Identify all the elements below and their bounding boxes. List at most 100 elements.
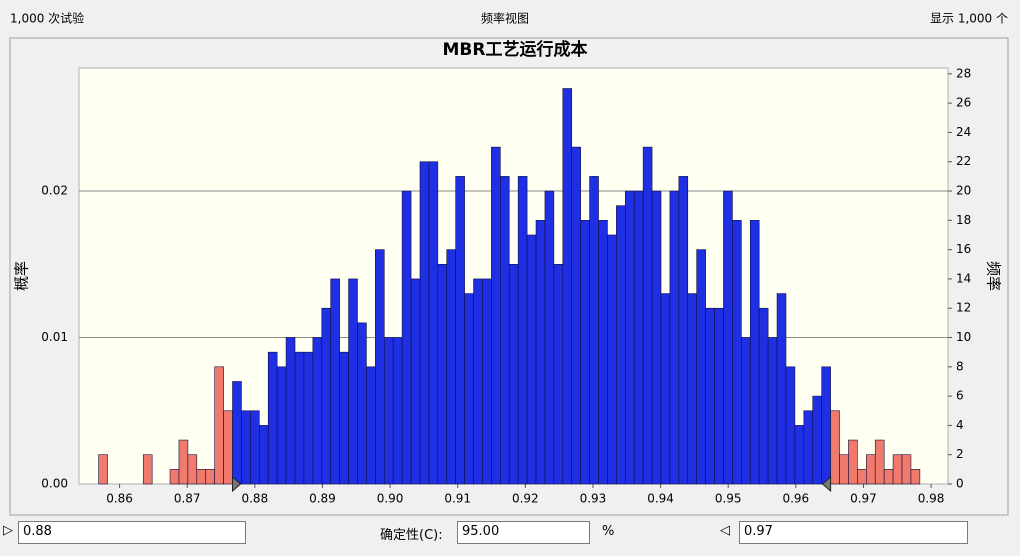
bar bbox=[196, 469, 207, 485]
bar bbox=[607, 234, 617, 485]
bar bbox=[232, 381, 242, 485]
upper-arrow: ◁ bbox=[720, 523, 730, 538]
certainty-unit: % bbox=[602, 524, 615, 539]
bar bbox=[910, 469, 921, 485]
y2-tick-label: 2 bbox=[956, 447, 964, 461]
bar bbox=[651, 190, 662, 485]
bar bbox=[321, 307, 332, 485]
y2-tick-label: 6 bbox=[956, 389, 964, 403]
upper-input[interactable]: 0.97 bbox=[739, 521, 968, 544]
bar bbox=[312, 337, 323, 485]
bar bbox=[446, 249, 456, 485]
y2-tick-label: 10 bbox=[956, 330, 971, 344]
view-name: 频率视图 bbox=[481, 11, 529, 26]
x-tick-label: 0.94 bbox=[647, 492, 674, 506]
x-tick-label: 0.86 bbox=[106, 492, 133, 506]
x-tick-label: 0.97 bbox=[850, 492, 877, 506]
y2-tick-label: 12 bbox=[956, 301, 971, 315]
bar bbox=[580, 220, 590, 485]
bar bbox=[437, 263, 448, 485]
bar bbox=[901, 454, 912, 485]
bar bbox=[794, 425, 805, 485]
x-tick-label: 0.90 bbox=[377, 492, 404, 506]
bar bbox=[508, 263, 519, 485]
y-axis-title: 概率 bbox=[13, 261, 31, 291]
bar bbox=[857, 469, 867, 485]
bar bbox=[241, 410, 251, 485]
bar bbox=[714, 307, 724, 485]
y2-tick-label: 22 bbox=[956, 154, 971, 168]
bar bbox=[294, 351, 305, 485]
x-tick-label: 0.91 bbox=[444, 492, 471, 506]
bar bbox=[205, 469, 215, 485]
bar bbox=[267, 351, 278, 485]
bar bbox=[303, 351, 314, 485]
bar bbox=[375, 249, 385, 485]
bar bbox=[428, 161, 439, 485]
bar bbox=[830, 410, 840, 485]
bar bbox=[848, 439, 858, 485]
certainty-input[interactable]: 95.00 bbox=[457, 521, 590, 544]
chart-title: MBR工艺运行成本 bbox=[443, 39, 588, 60]
y2-tick-label: 26 bbox=[956, 96, 971, 110]
y-tick-label: 0.00 bbox=[41, 477, 68, 491]
bar bbox=[383, 337, 394, 485]
bar bbox=[874, 439, 885, 485]
bar bbox=[517, 176, 528, 485]
bar bbox=[892, 454, 903, 485]
y2-tick-label: 8 bbox=[956, 359, 964, 373]
x-tick-label: 0.96 bbox=[782, 492, 809, 506]
x-tick-label: 0.87 bbox=[174, 492, 201, 506]
lower-arrow: ▷ bbox=[3, 523, 13, 538]
x-tick-label: 0.89 bbox=[309, 492, 336, 506]
bar bbox=[624, 190, 635, 485]
bar bbox=[410, 278, 421, 485]
bar bbox=[642, 146, 653, 485]
y-tick-label: 0.02 bbox=[41, 184, 68, 198]
bar bbox=[491, 146, 501, 485]
bar bbox=[687, 293, 698, 485]
bar bbox=[553, 263, 564, 485]
bar bbox=[883, 469, 894, 485]
y2-tick-label: 18 bbox=[956, 213, 971, 227]
bar bbox=[169, 469, 180, 485]
bar bbox=[401, 190, 412, 485]
y2-tick-label: 0 bbox=[956, 477, 964, 491]
bar bbox=[696, 249, 706, 485]
bar bbox=[455, 176, 465, 485]
bar bbox=[705, 307, 715, 485]
bar bbox=[392, 337, 403, 485]
y2-tick-label: 28 bbox=[956, 66, 971, 80]
bar bbox=[776, 293, 787, 485]
lower-input[interactable]: 0.88 bbox=[18, 521, 246, 544]
bar bbox=[142, 454, 153, 485]
bar bbox=[598, 220, 608, 485]
bar bbox=[866, 454, 876, 485]
y2-tick-label: 24 bbox=[956, 125, 971, 139]
x-tick-label: 0.92 bbox=[512, 492, 539, 506]
bar bbox=[633, 190, 644, 485]
bar bbox=[544, 190, 555, 485]
y2-tick-label: 4 bbox=[956, 418, 964, 432]
bar bbox=[258, 425, 269, 485]
bar bbox=[464, 293, 474, 485]
bar bbox=[589, 176, 599, 485]
bar bbox=[767, 337, 778, 485]
bar bbox=[732, 220, 742, 485]
certainty-label: 确定性(C): bbox=[380, 528, 443, 543]
x-tick-label: 0.95 bbox=[715, 492, 742, 506]
bar bbox=[535, 220, 546, 485]
bar bbox=[723, 190, 733, 485]
bar bbox=[98, 454, 108, 485]
bar bbox=[419, 161, 430, 485]
x-tick-label: 0.93 bbox=[580, 492, 607, 506]
bar bbox=[571, 146, 581, 485]
bar bbox=[678, 176, 689, 485]
bar bbox=[785, 366, 796, 485]
bar bbox=[473, 278, 483, 485]
bar bbox=[285, 337, 296, 485]
x-tick-label: 0.98 bbox=[918, 492, 945, 506]
bar bbox=[276, 366, 287, 485]
bar bbox=[330, 278, 340, 485]
bar bbox=[482, 278, 492, 485]
